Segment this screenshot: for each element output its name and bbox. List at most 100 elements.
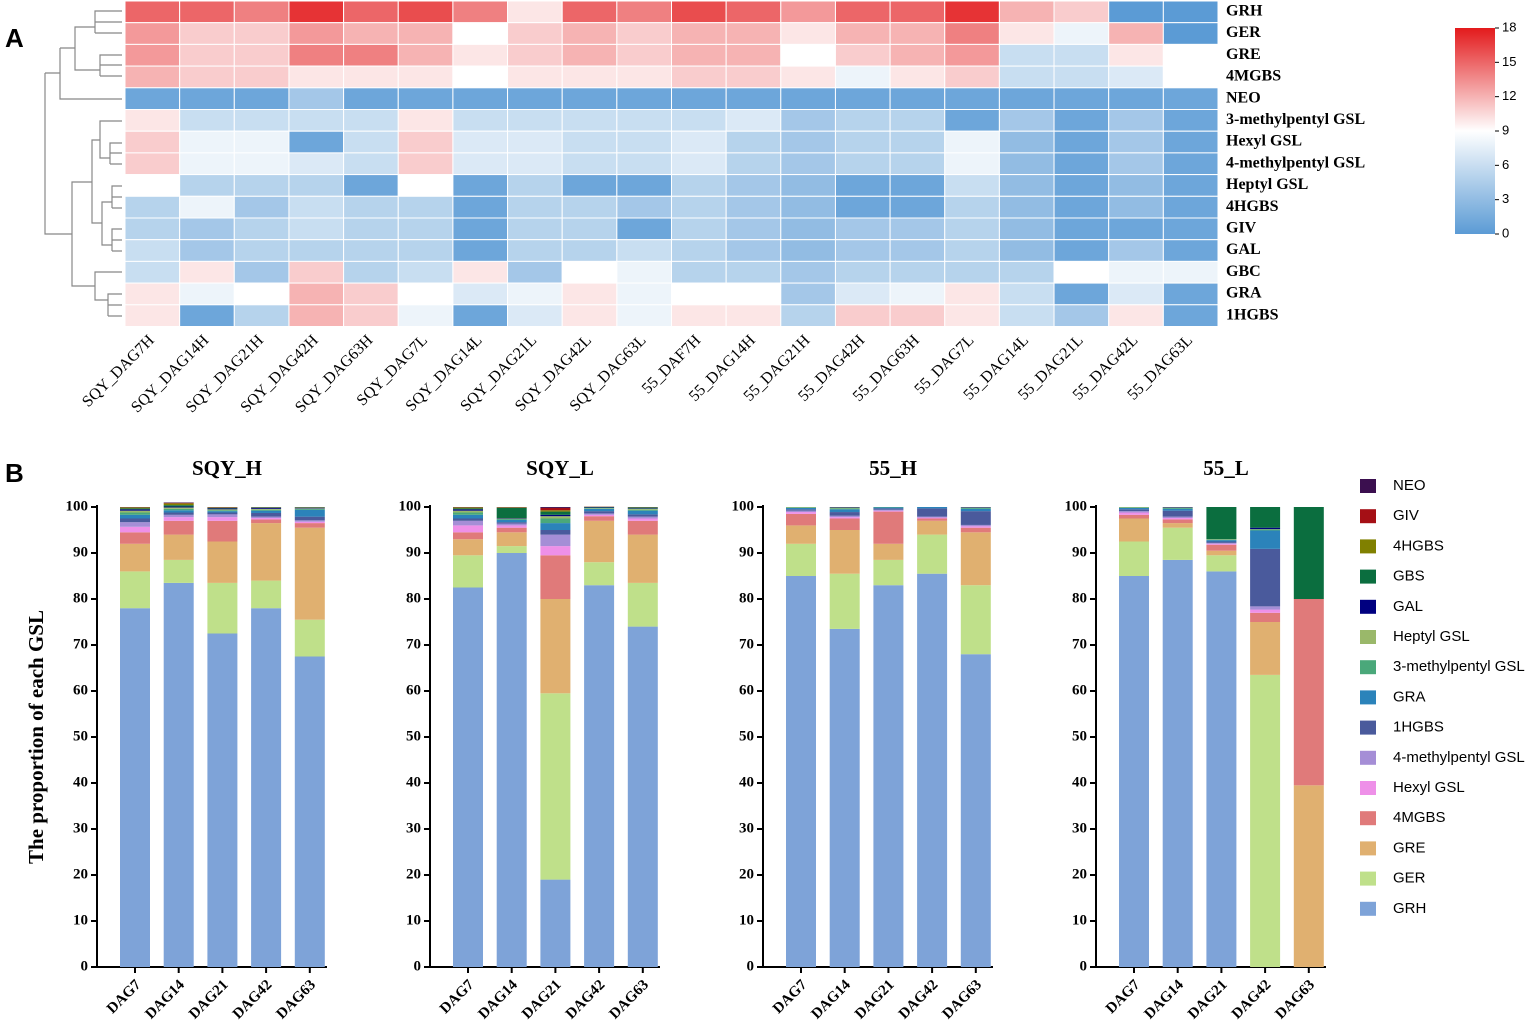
heat-cell [124, 239, 181, 262]
heat-cell [233, 130, 290, 154]
heat-cell [944, 282, 1000, 306]
bar-segment [540, 507, 571, 511]
heat-cell [671, 152, 727, 176]
bar-segment [163, 517, 194, 521]
heat-cell [725, 152, 782, 176]
bar-segment [540, 510, 571, 512]
heat-cell [889, 304, 946, 327]
bar-segment [453, 539, 483, 556]
bar-segment [251, 518, 282, 520]
bar-segment [120, 512, 150, 515]
x-tick-label: DAG42 [563, 977, 608, 1022]
bar-segment [627, 518, 658, 521]
heat-cell [1108, 22, 1164, 45]
heat-cell [616, 87, 672, 111]
bar-segment [120, 507, 150, 509]
heat-cell [397, 174, 454, 197]
heat-cell [998, 304, 1055, 327]
heat-cell [288, 0, 345, 24]
row-label: Hexyl GSL [1226, 133, 1302, 150]
heat-cell [179, 304, 235, 327]
legend-label: GAL [1393, 598, 1423, 615]
panel-title: 55_L [1203, 456, 1249, 480]
heat-cell [944, 174, 1000, 197]
heat-cell [452, 109, 509, 132]
bar-segment [120, 514, 150, 519]
heat-cell [561, 174, 618, 197]
heat-cell [1108, 174, 1164, 197]
y-tick-label: 100 [66, 498, 89, 514]
bar-segment [1206, 555, 1237, 572]
heat-cell [1162, 0, 1219, 24]
heat-cell [671, 43, 727, 67]
bar-segment [873, 509, 904, 511]
heat-cell [616, 217, 672, 241]
bar-segment [540, 599, 571, 694]
heat-cell [1108, 0, 1164, 24]
bar-segment [540, 516, 571, 519]
heat-cell [288, 87, 345, 111]
heat-cell [1053, 130, 1110, 154]
heat-cell [998, 260, 1055, 284]
heat-cell [671, 217, 727, 241]
heat-cell [780, 109, 836, 132]
heat-cell [780, 65, 836, 89]
heat-cell [780, 22, 836, 45]
heat-cell [507, 239, 563, 262]
bar-segment [251, 512, 282, 517]
heat-cell [561, 43, 618, 67]
heat-cell [288, 130, 345, 154]
y-tick-label: 40 [739, 774, 754, 790]
heat-cell [671, 65, 727, 89]
heat-cell [124, 0, 181, 24]
y-tick-label: 100 [399, 498, 422, 514]
bar-segment [627, 582, 658, 627]
y-tick-label: 40 [1072, 774, 1087, 790]
heat-cell [179, 65, 235, 89]
heat-cell [725, 87, 782, 111]
bar-segment [207, 510, 238, 512]
heat-cell [343, 174, 399, 197]
heat-cell [1053, 87, 1110, 111]
heat-cell [944, 109, 1000, 132]
heat-cell [889, 22, 946, 45]
bar-segment [163, 512, 194, 515]
heat-cell [944, 217, 1000, 241]
heat-cell [124, 260, 181, 284]
bar-segment [540, 507, 571, 508]
heat-cell [343, 0, 399, 24]
row-label: Heptyl GSL [1226, 176, 1308, 193]
heat-cell [889, 195, 946, 219]
heat-cell [725, 0, 782, 24]
bar-segment [627, 626, 658, 967]
bar-segment [1162, 508, 1193, 511]
y-tick-label: 80 [406, 590, 421, 606]
colorbar-tick-label: 12 [1502, 88, 1516, 103]
bar-segment [207, 509, 238, 511]
y-tick-label: 80 [1072, 590, 1087, 606]
legend-label: GRH [1393, 900, 1426, 917]
bar-segment [294, 508, 325, 510]
x-tick-label: DAG42 [230, 977, 275, 1022]
bar-segment [496, 518, 527, 520]
row-label: 4MGBS [1226, 68, 1281, 85]
heat-cell [671, 130, 727, 154]
bar-segment [1162, 519, 1193, 524]
bar-segment [453, 520, 483, 526]
bar-segment [1206, 544, 1237, 551]
heat-cell [616, 260, 672, 284]
y-axis-label: The proportion of each GSL [24, 610, 48, 864]
heat-cell [834, 260, 891, 284]
heat-cell [834, 282, 891, 306]
bar-segment [786, 510, 816, 513]
heat-cell [780, 304, 836, 327]
y-tick-label: 90 [1072, 544, 1087, 560]
heat-cell [397, 239, 454, 262]
bar-segment [1119, 576, 1149, 967]
heat-cell [1053, 22, 1110, 45]
heat-cell [397, 22, 454, 45]
y-tick-label: 90 [73, 544, 88, 560]
row-label: GER [1226, 24, 1261, 41]
heat-cell [507, 195, 563, 219]
heat-cell [124, 282, 181, 306]
